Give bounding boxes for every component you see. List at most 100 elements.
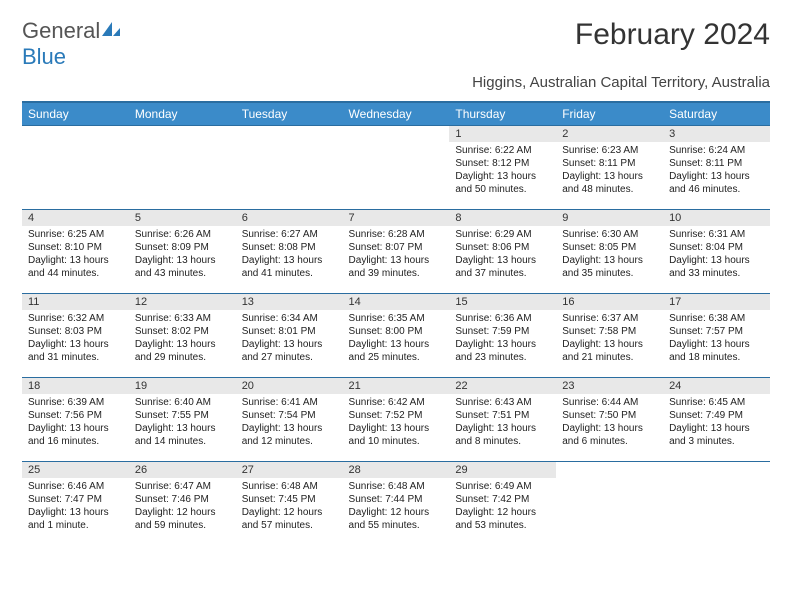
day-number: 2 <box>556 126 663 142</box>
calendar-day-cell: 25Sunrise: 6:46 AMSunset: 7:47 PMDayligh… <box>22 462 129 546</box>
day-number: 5 <box>129 210 236 226</box>
calendar-day-cell: 4Sunrise: 6:25 AMSunset: 8:10 PMDaylight… <box>22 210 129 294</box>
calendar-day-cell: 27Sunrise: 6:48 AMSunset: 7:45 PMDayligh… <box>236 462 343 546</box>
day-number: 16 <box>556 294 663 310</box>
calendar-day-cell: 15Sunrise: 6:36 AMSunset: 7:59 PMDayligh… <box>449 294 556 378</box>
calendar-day-cell: 18Sunrise: 6:39 AMSunset: 7:56 PMDayligh… <box>22 378 129 462</box>
day-number: 26 <box>129 462 236 478</box>
day-number: 9 <box>556 210 663 226</box>
day-number: 12 <box>129 294 236 310</box>
calendar-day-cell: 26Sunrise: 6:47 AMSunset: 7:46 PMDayligh… <box>129 462 236 546</box>
header-row: GeneralBlue February 2024 <box>22 18 770 70</box>
calendar-day-cell: 1Sunrise: 6:22 AMSunset: 8:12 PMDaylight… <box>449 126 556 210</box>
calendar-day-cell: 16Sunrise: 6:37 AMSunset: 7:58 PMDayligh… <box>556 294 663 378</box>
calendar-day-cell: 29Sunrise: 6:49 AMSunset: 7:42 PMDayligh… <box>449 462 556 546</box>
page-subtitle: Higgins, Australian Capital Territory, A… <box>22 74 770 91</box>
calendar-day-cell: 24Sunrise: 6:45 AMSunset: 7:49 PMDayligh… <box>663 378 770 462</box>
weekday-header: Wednesday <box>343 102 450 126</box>
day-number: 17 <box>663 294 770 310</box>
day-number: 18 <box>22 378 129 394</box>
calendar-day-cell: 7Sunrise: 6:28 AMSunset: 8:07 PMDaylight… <box>343 210 450 294</box>
logo-part2: Blue <box>22 44 66 69</box>
calendar-table: SundayMondayTuesdayWednesdayThursdayFrid… <box>22 101 770 546</box>
day-number: 20 <box>236 378 343 394</box>
day-details: Sunrise: 6:34 AMSunset: 8:01 PMDaylight:… <box>236 310 343 368</box>
calendar-week-row: 18Sunrise: 6:39 AMSunset: 7:56 PMDayligh… <box>22 378 770 462</box>
day-details: Sunrise: 6:35 AMSunset: 8:00 PMDaylight:… <box>343 310 450 368</box>
weekday-header: Thursday <box>449 102 556 126</box>
title-block: February 2024 <box>575 18 770 52</box>
calendar-day-cell: 11Sunrise: 6:32 AMSunset: 8:03 PMDayligh… <box>22 294 129 378</box>
day-details: Sunrise: 6:46 AMSunset: 7:47 PMDaylight:… <box>22 478 129 536</box>
weekday-header: Monday <box>129 102 236 126</box>
calendar-day-cell <box>236 126 343 210</box>
page-title: February 2024 <box>575 18 770 52</box>
day-details: Sunrise: 6:27 AMSunset: 8:08 PMDaylight:… <box>236 226 343 284</box>
day-details: Sunrise: 6:24 AMSunset: 8:11 PMDaylight:… <box>663 142 770 200</box>
day-number: 10 <box>663 210 770 226</box>
calendar-day-cell: 19Sunrise: 6:40 AMSunset: 7:55 PMDayligh… <box>129 378 236 462</box>
day-number: 25 <box>22 462 129 478</box>
calendar-day-cell: 21Sunrise: 6:42 AMSunset: 7:52 PMDayligh… <box>343 378 450 462</box>
day-number: 29 <box>449 462 556 478</box>
day-details: Sunrise: 6:49 AMSunset: 7:42 PMDaylight:… <box>449 478 556 536</box>
calendar-body: 1Sunrise: 6:22 AMSunset: 8:12 PMDaylight… <box>22 126 770 546</box>
day-details: Sunrise: 6:45 AMSunset: 7:49 PMDaylight:… <box>663 394 770 452</box>
calendar-day-cell: 8Sunrise: 6:29 AMSunset: 8:06 PMDaylight… <box>449 210 556 294</box>
calendar-week-row: 11Sunrise: 6:32 AMSunset: 8:03 PMDayligh… <box>22 294 770 378</box>
day-number: 27 <box>236 462 343 478</box>
day-number: 23 <box>556 378 663 394</box>
day-details: Sunrise: 6:47 AMSunset: 7:46 PMDaylight:… <box>129 478 236 536</box>
day-number: 22 <box>449 378 556 394</box>
calendar-day-cell: 28Sunrise: 6:48 AMSunset: 7:44 PMDayligh… <box>343 462 450 546</box>
day-number: 8 <box>449 210 556 226</box>
weekday-header: Tuesday <box>236 102 343 126</box>
day-number: 14 <box>343 294 450 310</box>
calendar-day-cell: 20Sunrise: 6:41 AMSunset: 7:54 PMDayligh… <box>236 378 343 462</box>
day-details: Sunrise: 6:25 AMSunset: 8:10 PMDaylight:… <box>22 226 129 284</box>
calendar-day-cell: 17Sunrise: 6:38 AMSunset: 7:57 PMDayligh… <box>663 294 770 378</box>
logo-sail-icon <box>100 18 122 44</box>
day-number: 28 <box>343 462 450 478</box>
calendar-header: SundayMondayTuesdayWednesdayThursdayFrid… <box>22 102 770 126</box>
day-number: 21 <box>343 378 450 394</box>
day-details: Sunrise: 6:43 AMSunset: 7:51 PMDaylight:… <box>449 394 556 452</box>
weekday-header: Saturday <box>663 102 770 126</box>
day-number: 1 <box>449 126 556 142</box>
day-details: Sunrise: 6:44 AMSunset: 7:50 PMDaylight:… <box>556 394 663 452</box>
calendar-page: GeneralBlue February 2024 Higgins, Austr… <box>0 0 792 564</box>
logo-part1: General <box>22 18 100 43</box>
day-number: 3 <box>663 126 770 142</box>
day-details: Sunrise: 6:37 AMSunset: 7:58 PMDaylight:… <box>556 310 663 368</box>
day-number: 7 <box>343 210 450 226</box>
day-number: 4 <box>22 210 129 226</box>
calendar-day-cell: 14Sunrise: 6:35 AMSunset: 8:00 PMDayligh… <box>343 294 450 378</box>
day-details: Sunrise: 6:41 AMSunset: 7:54 PMDaylight:… <box>236 394 343 452</box>
day-details: Sunrise: 6:48 AMSunset: 7:44 PMDaylight:… <box>343 478 450 536</box>
day-details: Sunrise: 6:32 AMSunset: 8:03 PMDaylight:… <box>22 310 129 368</box>
logo-text: GeneralBlue <box>22 18 122 70</box>
calendar-day-cell: 2Sunrise: 6:23 AMSunset: 8:11 PMDaylight… <box>556 126 663 210</box>
calendar-day-cell: 5Sunrise: 6:26 AMSunset: 8:09 PMDaylight… <box>129 210 236 294</box>
day-details: Sunrise: 6:29 AMSunset: 8:06 PMDaylight:… <box>449 226 556 284</box>
day-number: 15 <box>449 294 556 310</box>
day-details: Sunrise: 6:31 AMSunset: 8:04 PMDaylight:… <box>663 226 770 284</box>
calendar-day-cell: 10Sunrise: 6:31 AMSunset: 8:04 PMDayligh… <box>663 210 770 294</box>
day-details: Sunrise: 6:28 AMSunset: 8:07 PMDaylight:… <box>343 226 450 284</box>
day-details: Sunrise: 6:39 AMSunset: 7:56 PMDaylight:… <box>22 394 129 452</box>
weekday-header: Sunday <box>22 102 129 126</box>
day-number: 6 <box>236 210 343 226</box>
day-number: 24 <box>663 378 770 394</box>
weekday-header: Friday <box>556 102 663 126</box>
calendar-day-cell: 3Sunrise: 6:24 AMSunset: 8:11 PMDaylight… <box>663 126 770 210</box>
calendar-day-cell <box>556 462 663 546</box>
day-number: 19 <box>129 378 236 394</box>
logo: GeneralBlue <box>22 18 122 70</box>
day-details: Sunrise: 6:30 AMSunset: 8:05 PMDaylight:… <box>556 226 663 284</box>
day-details: Sunrise: 6:40 AMSunset: 7:55 PMDaylight:… <box>129 394 236 452</box>
day-details: Sunrise: 6:36 AMSunset: 7:59 PMDaylight:… <box>449 310 556 368</box>
calendar-day-cell: 6Sunrise: 6:27 AMSunset: 8:08 PMDaylight… <box>236 210 343 294</box>
day-details: Sunrise: 6:22 AMSunset: 8:12 PMDaylight:… <box>449 142 556 200</box>
calendar-day-cell: 9Sunrise: 6:30 AMSunset: 8:05 PMDaylight… <box>556 210 663 294</box>
calendar-day-cell <box>663 462 770 546</box>
